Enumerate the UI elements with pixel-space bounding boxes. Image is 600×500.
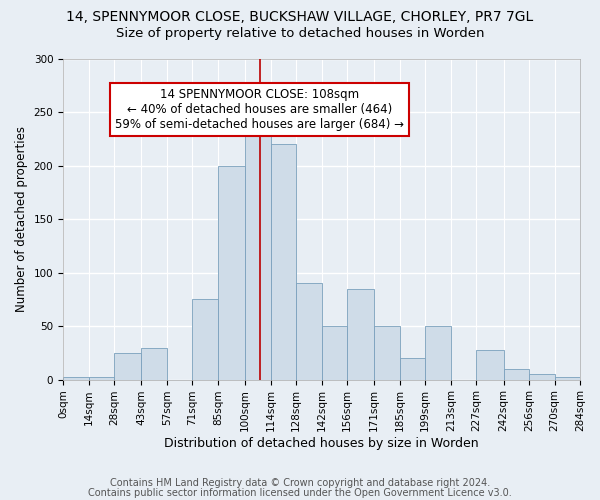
Bar	[192, 300, 218, 380]
Bar	[476, 350, 503, 380]
Bar	[245, 112, 271, 380]
X-axis label: Distribution of detached houses by size in Worden: Distribution of detached houses by size …	[164, 437, 479, 450]
Bar	[425, 326, 451, 380]
Bar	[218, 166, 245, 380]
Text: Contains public sector information licensed under the Open Government Licence v3: Contains public sector information licen…	[88, 488, 512, 498]
Text: 14, SPENNYMOOR CLOSE, BUCKSHAW VILLAGE, CHORLEY, PR7 7GL: 14, SPENNYMOOR CLOSE, BUCKSHAW VILLAGE, …	[67, 10, 533, 24]
Bar	[142, 348, 167, 380]
Bar	[529, 374, 554, 380]
Bar	[400, 358, 425, 380]
Bar	[271, 144, 296, 380]
Text: Contains HM Land Registry data © Crown copyright and database right 2024.: Contains HM Land Registry data © Crown c…	[110, 478, 490, 488]
Text: Size of property relative to detached houses in Worden: Size of property relative to detached ho…	[116, 28, 484, 40]
Bar	[554, 378, 580, 380]
Bar	[63, 378, 89, 380]
Bar	[347, 289, 374, 380]
Bar	[296, 284, 322, 380]
Bar	[114, 353, 142, 380]
Bar	[322, 326, 347, 380]
Bar	[89, 378, 114, 380]
Text: 14 SPENNYMOOR CLOSE: 108sqm
← 40% of detached houses are smaller (464)
59% of se: 14 SPENNYMOOR CLOSE: 108sqm ← 40% of det…	[115, 88, 404, 131]
Bar	[503, 369, 529, 380]
Bar	[374, 326, 400, 380]
Y-axis label: Number of detached properties: Number of detached properties	[15, 126, 28, 312]
